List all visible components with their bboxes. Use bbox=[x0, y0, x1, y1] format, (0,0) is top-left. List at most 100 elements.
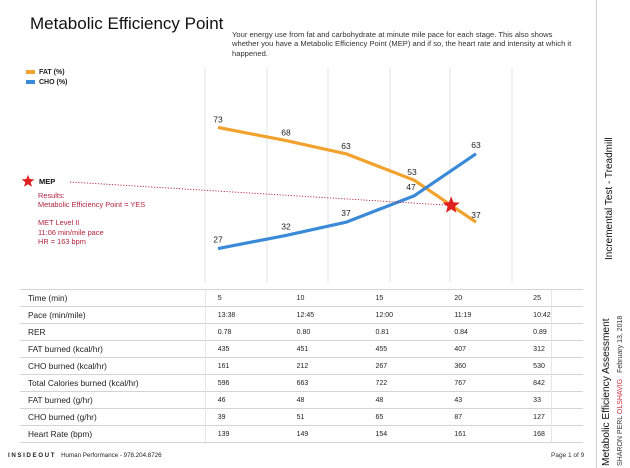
mep-crossover-star-icon bbox=[442, 196, 460, 213]
table-cell: 65 bbox=[363, 408, 443, 426]
footer-text: Human Performance - 978.204.8726 bbox=[61, 452, 162, 459]
data-label-cho-4: 63 bbox=[471, 140, 481, 150]
table-cell: 12:45 bbox=[284, 306, 364, 324]
row-label: FAT burned (kcal/hr) bbox=[20, 340, 206, 358]
row-label: Heart Rate (bpm) bbox=[20, 425, 206, 443]
row-label: Total Calories burned (kcal/hr) bbox=[20, 374, 206, 392]
data-label-fat-0: 73 bbox=[213, 114, 223, 124]
table-cell: 15 bbox=[363, 289, 443, 307]
table-cell: 0.84 bbox=[442, 323, 522, 341]
table-cell: 39 bbox=[205, 408, 285, 426]
sidebar-assessment: Metabolic Efficiency Assessment bbox=[601, 318, 612, 466]
table-cell: 722 bbox=[363, 374, 443, 392]
row-label: CHO burned (kcal/hr) bbox=[20, 357, 206, 375]
table-row: Total Calories burned (kcal/hr) 596 663 722… bbox=[20, 374, 583, 392]
table-row: CHO burned (g/hr) 39 51 65 87 127 bbox=[20, 408, 583, 426]
row-label: RER bbox=[20, 323, 206, 341]
table-cell: 5 bbox=[205, 289, 285, 307]
data-label-fat-2: 63 bbox=[341, 141, 351, 151]
footer-brand: INSIDEOUT bbox=[8, 452, 57, 459]
legend-swatch-fat bbox=[26, 70, 35, 74]
table-cell: 48 bbox=[284, 391, 364, 409]
series-line-fat bbox=[217, 125, 477, 224]
legend-item-fat: FAT (%) bbox=[26, 67, 69, 77]
data-label-cho-1: 32 bbox=[281, 221, 291, 231]
table-cell: 451 bbox=[284, 340, 364, 358]
mep-results-heading: Results: bbox=[38, 191, 65, 200]
table-cell: 0.81 bbox=[363, 323, 443, 341]
row-label: Time (min) bbox=[20, 289, 206, 307]
table-cell: 0.78 bbox=[205, 323, 285, 341]
table-spacer-cell bbox=[550, 374, 583, 392]
table-cell: 12:00 bbox=[363, 306, 443, 324]
chart-legend: FAT (%) CHO (%) bbox=[26, 67, 69, 87]
table-spacer-cell bbox=[550, 340, 583, 358]
table-cell: 212 bbox=[284, 357, 364, 375]
table-cell: 87 bbox=[442, 408, 522, 426]
page-title: Metabolic Efficiency Point bbox=[30, 14, 224, 33]
table-cell: 127 bbox=[521, 408, 552, 426]
table-spacer-cell bbox=[550, 425, 583, 443]
legend-label-fat: FAT (%) bbox=[39, 68, 65, 76]
table-cell: 10 bbox=[284, 289, 364, 307]
footer: INSIDEOUT Human Performance - 978.204.872… bbox=[8, 452, 162, 459]
table-cell: 13:38 bbox=[205, 306, 285, 324]
table-cell: 455 bbox=[363, 340, 443, 358]
table-cell: 25 bbox=[521, 289, 552, 307]
table-row: Heart Rate (bpm) 139 149 154 161 168 bbox=[20, 425, 583, 443]
table-cell: 43 bbox=[442, 391, 522, 409]
table-cell: 11:19 bbox=[442, 306, 522, 324]
table-row: CHO burned (kcal/hr) 161 212 267 360 530 bbox=[20, 357, 583, 375]
sidebar-person: SHARON PERL OLSHAVIG February 13, 2018 bbox=[617, 316, 624, 466]
table-cell: 139 bbox=[205, 425, 285, 443]
table-row: Time (min) 5 10 15 20 25 bbox=[20, 289, 583, 307]
sidebar-person-suffix: OLSHAVIG bbox=[617, 378, 624, 415]
data-label-cho-0: 27 bbox=[213, 235, 223, 245]
data-label-fat-4: 37 bbox=[471, 210, 481, 220]
data-label-cho-3: 47 bbox=[406, 182, 416, 192]
legend-swatch-cho bbox=[26, 80, 35, 84]
sidebar-date: February 13, 2018 bbox=[617, 315, 624, 373]
table-row: FAT burned (kcal/hr) 435 451 455 407 312 bbox=[20, 340, 583, 358]
table-row: RER 0.78 0.80 0.81 0.84 0.89 bbox=[20, 323, 583, 341]
table-cell: 20 bbox=[442, 289, 522, 307]
table-cell: 663 bbox=[284, 374, 364, 392]
table-spacer-cell bbox=[550, 408, 583, 426]
table-spacer-cell bbox=[550, 306, 583, 324]
table-spacer-cell bbox=[550, 289, 583, 307]
table-cell: 0.89 bbox=[521, 323, 552, 341]
data-label-fat-3: 53 bbox=[407, 167, 417, 177]
mep-results: Results: Metabolic Efficiency Point = YE… bbox=[38, 191, 145, 246]
sidebar-divider bbox=[596, 0, 597, 468]
legend-label-cho: CHO (%) bbox=[39, 78, 68, 86]
table-cell: 435 bbox=[205, 340, 285, 358]
table-cell: 530 bbox=[521, 357, 552, 375]
table-cell: 161 bbox=[442, 425, 522, 443]
table-row: Pace (min/mile) 13:38 12:45 12:00 11:19 10:42 bbox=[20, 306, 583, 324]
table-cell: 149 bbox=[284, 425, 364, 443]
table-cell: 33 bbox=[521, 391, 552, 409]
series-line-cho bbox=[217, 152, 477, 251]
row-label: Pace (min/mile) bbox=[20, 306, 206, 324]
table-cell: 154 bbox=[363, 425, 443, 443]
table-cell: 161 bbox=[205, 357, 285, 375]
table-spacer-cell bbox=[550, 323, 583, 341]
table-cell: 48 bbox=[363, 391, 443, 409]
table-row: FAT burned (g/hr) 46 48 48 43 33 bbox=[20, 391, 583, 409]
sidebar-test-name: Incremental Test - Treadmill bbox=[604, 137, 615, 260]
mep-label: MEP bbox=[39, 177, 56, 186]
sidebar-person-name: SHARON PERL bbox=[617, 416, 624, 466]
mep-heart-rate: HR = 163 bpm bbox=[38, 236, 86, 246]
row-label: CHO burned (g/hr) bbox=[20, 408, 206, 426]
mep-results-value: Metabolic Efficiency Point = YES bbox=[38, 200, 146, 210]
table-cell: 0.80 bbox=[284, 323, 364, 341]
table-cell: 51 bbox=[284, 408, 364, 426]
mep-guide-line bbox=[69, 181, 452, 206]
table-cell: 360 bbox=[442, 357, 522, 375]
data-label-fat-1: 68 bbox=[281, 128, 291, 138]
table-cell: 596 bbox=[205, 374, 285, 392]
table-spacer-cell bbox=[550, 391, 583, 409]
table-cell: 267 bbox=[363, 357, 443, 375]
table-cell: 767 bbox=[442, 374, 522, 392]
